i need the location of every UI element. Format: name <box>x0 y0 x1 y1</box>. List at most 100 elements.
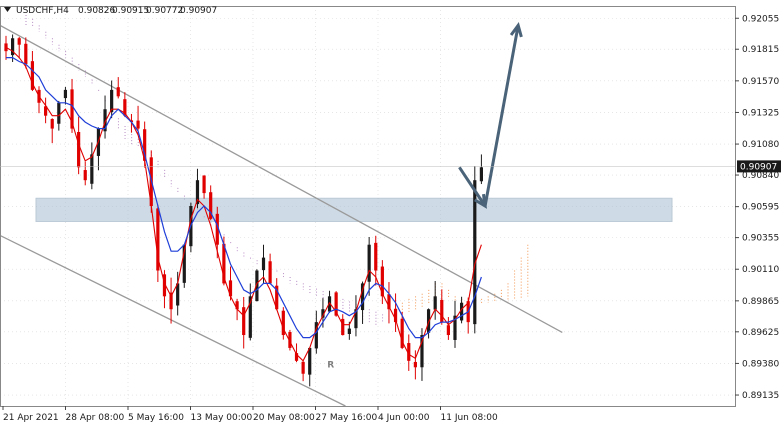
candle-body <box>215 213 219 245</box>
candle-body <box>440 299 444 323</box>
y-tick-label: 0.89625 <box>742 328 779 338</box>
candle-body <box>367 244 371 282</box>
y-tick-label: 0.90355 <box>742 234 779 244</box>
candle-body <box>407 343 411 361</box>
y-tick-label: 0.91080 <box>742 140 779 150</box>
candle-body <box>176 283 180 306</box>
candle-body <box>242 307 246 336</box>
open-quote: 0.90826 <box>78 6 115 16</box>
candle-body <box>195 180 200 205</box>
candle-body <box>90 154 94 184</box>
watermark-logo: R <box>327 360 334 370</box>
candle-body <box>420 335 424 368</box>
candle-body <box>24 43 28 65</box>
candle-body <box>182 244 186 283</box>
candle-body <box>228 280 233 297</box>
support-zone-band <box>35 197 673 222</box>
candle-body <box>44 106 48 116</box>
forecast-up-segment <box>483 25 520 207</box>
kijun-sen-line <box>6 56 482 339</box>
trend-channel-layer <box>0 24 563 407</box>
candle-body <box>268 261 272 284</box>
candle-body <box>83 170 87 181</box>
x-tick-label: 13 May 00:00 <box>191 413 253 423</box>
candle-body <box>222 243 226 284</box>
candle-body <box>235 301 239 310</box>
candle-body <box>314 322 318 349</box>
candle-body <box>459 302 464 321</box>
chart-header: USDCHF,H4 0.90826 0.90915 0.90772 0.9090… <box>4 6 217 16</box>
candle-body <box>123 99 127 116</box>
candle-body <box>77 131 81 168</box>
symbol-label: USDCHF,H4 <box>16 6 69 16</box>
candle-body <box>433 296 437 310</box>
candle-body <box>281 310 285 336</box>
candle-body <box>30 61 35 90</box>
close-quote: 0.90907 <box>180 6 217 16</box>
watermark-layer: R <box>327 360 334 370</box>
channel-upper-line <box>0 24 563 334</box>
x-tick-label: 28 Apr 08:00 <box>66 413 125 423</box>
candle-body <box>169 292 173 310</box>
candle-body <box>116 87 120 97</box>
y-tick-label: 0.91570 <box>742 77 779 87</box>
forecast-down-segment <box>458 166 487 207</box>
candle-body <box>57 102 61 124</box>
candle-body <box>17 38 21 45</box>
axes-layer: 0.92055 0.91815 0.91570 0.91325 0.91080 0.908… <box>0 6 781 423</box>
candle-body <box>110 89 114 112</box>
candle-body <box>400 318 404 348</box>
candle-body <box>393 308 398 323</box>
candle-body <box>288 332 292 348</box>
candle-body <box>162 274 167 297</box>
y-tick-label: 0.92055 <box>742 14 779 24</box>
candle-body <box>156 208 160 271</box>
y-tick-label: 0.90595 <box>742 203 779 213</box>
candle-body <box>248 296 252 338</box>
y-tick-label: 0.91815 <box>742 45 779 55</box>
triangle-down-icon[interactable] <box>4 7 11 12</box>
candle-body <box>275 285 279 310</box>
support-zone-layer <box>35 197 673 222</box>
ichimoku-lines-layer <box>5 46 482 362</box>
candle-body <box>413 361 417 368</box>
candle-body <box>294 353 299 361</box>
candle-body <box>360 283 365 311</box>
candle-body <box>321 309 325 318</box>
candle-body <box>136 120 140 129</box>
candle-body <box>103 109 107 132</box>
x-tick-label: 27 May 16:00 <box>316 413 378 423</box>
candle-body <box>301 361 305 374</box>
candle-body <box>341 318 345 336</box>
x-tick-label: 11 Jun 08:00 <box>441 413 498 423</box>
tenkan-sen-line <box>5 46 482 362</box>
y-tick-label: 0.89865 <box>742 297 779 307</box>
high-quote: 0.90915 <box>112 6 149 16</box>
y-tick-label: 0.90110 <box>742 265 779 275</box>
candle-body <box>255 270 259 302</box>
candle-body <box>63 89 68 99</box>
candle-body <box>209 192 213 219</box>
y-tick-label: 0.91325 <box>742 108 779 118</box>
x-tick-label: 4 Jun 00:00 <box>378 413 430 423</box>
low-quote: 0.90772 <box>146 6 183 16</box>
candle-body <box>202 175 206 194</box>
candle-body <box>479 167 483 182</box>
candle-body <box>354 309 358 329</box>
candle-body <box>143 129 147 161</box>
candle-body <box>380 266 384 297</box>
x-tick-label: 20 May 08:00 <box>253 413 315 423</box>
candle-body <box>446 325 450 336</box>
candle-body <box>453 315 457 340</box>
x-tick-label: 5 May 16:00 <box>128 413 184 423</box>
candle-body <box>11 38 15 56</box>
candle-body <box>261 257 266 271</box>
candle-body <box>347 328 351 334</box>
current-price-label: 0.90907 <box>740 162 777 172</box>
candle-body <box>327 296 332 312</box>
candle-body <box>334 292 338 316</box>
y-tick-label: 0.89135 <box>742 391 779 401</box>
candle-body <box>4 43 8 52</box>
candle-body <box>473 180 477 325</box>
